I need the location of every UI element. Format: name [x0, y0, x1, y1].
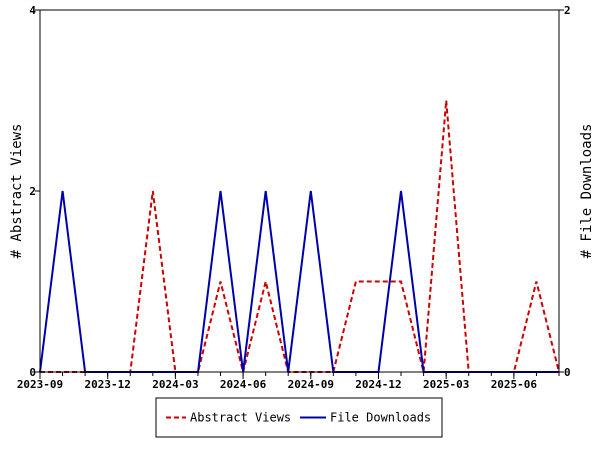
y-tick-label: 0	[29, 366, 36, 379]
y-tick-label: 2	[29, 185, 36, 198]
axes-layer: 2023-09 2023-12 2024-03 2024-06 2024-09 2024-…	[9, 4, 595, 391]
y2-axis-title: # File Downloads	[579, 124, 595, 259]
x-tick-label: 2023-09	[17, 378, 63, 391]
series-line-file-downloads	[39, 190, 559, 373]
legend-label: Abstract Views	[190, 411, 291, 425]
x-tick-label: 2024-03	[152, 378, 198, 391]
legend-label: File Downloads	[330, 411, 431, 425]
legend-box	[155, 397, 443, 438]
plot-layer	[39, 100, 560, 373]
y-tick-label: 4	[29, 4, 36, 17]
x-tick-label: 2023-12	[85, 378, 131, 391]
x-tick-label: 2025-03	[423, 378, 469, 391]
y2-tick-label: 2	[564, 4, 571, 17]
series-line-abstract-views	[40, 100, 560, 373]
plot-frame	[39, 9, 560, 373]
x-tick-label: 2024-06	[220, 378, 267, 391]
legend: Abstract Views File Downloads	[155, 397, 443, 438]
x-tick-label: 2024-12	[355, 378, 401, 391]
x-tick-label: 2024-09	[288, 378, 334, 391]
x-tick-label: 2025-06	[491, 378, 538, 391]
y2-tick-label: 0	[564, 366, 571, 379]
y-axis-title: # Abstract Views	[9, 124, 25, 259]
